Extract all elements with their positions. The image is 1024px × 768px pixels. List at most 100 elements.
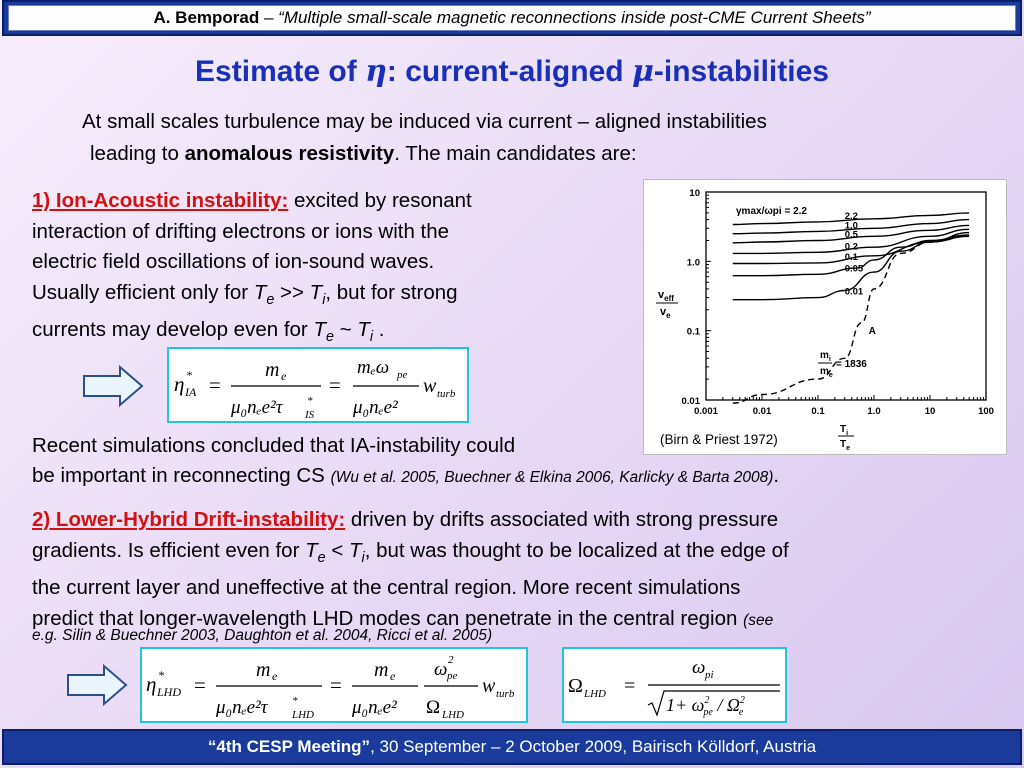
intro-line1: At small scales turbulence may be induce…	[82, 110, 767, 133]
eq1-w: w	[423, 375, 437, 397]
s2-line1-rest: driven by drifts associated with strong …	[345, 508, 779, 531]
s1-line1-rest: excited by resonant	[288, 189, 472, 212]
eq2-den3-sub: LHD	[441, 709, 464, 721]
eq2-eq-2: =	[330, 673, 342, 697]
curve-2.2	[732, 212, 970, 226]
curve-label: 0.1	[845, 252, 859, 263]
eq2-star: *	[158, 668, 164, 682]
y-tick-label: 10	[689, 188, 700, 199]
s1-i-sub-2: i	[369, 329, 374, 346]
s1-i-sub: i	[322, 291, 326, 308]
slide-title: Estimate of η: current-aligned μ-instabi…	[0, 54, 1024, 89]
xlabel-top: Ti	[840, 424, 848, 437]
eq1-num1: m	[265, 359, 279, 381]
eq3-num-sub: pi	[704, 669, 714, 681]
x-tick-label: 1.0	[867, 406, 880, 417]
eq2-eq: =	[194, 673, 206, 697]
recent-line2-text: be important in reconnecting CS	[32, 464, 331, 487]
eq2-lhs: η	[146, 672, 156, 696]
eq1-star: *	[186, 368, 192, 382]
eq2-num2: m	[374, 659, 388, 681]
eq3-sqrt	[647, 690, 780, 717]
legend-gamma: γmax/ωpi = 2.2	[736, 206, 807, 217]
curve-1.0	[732, 218, 970, 235]
title-mu: μ	[631, 54, 654, 89]
eq1-num1-sub: e	[281, 369, 287, 383]
eq3-eq: =	[624, 675, 635, 697]
y-ticks: 10 1.0 0.1 0.01	[682, 188, 711, 407]
s1-Te: T	[253, 280, 267, 304]
eq2-num3-sup: 2	[448, 654, 454, 666]
intro-line2-post: . The main candidates are:	[394, 142, 637, 165]
x-tick-label: 0.01	[753, 406, 772, 417]
s1-e-sub: e	[266, 291, 275, 308]
eq1-eq-2: =	[329, 373, 341, 397]
s1-period: .	[373, 318, 385, 342]
header-dash: –	[259, 8, 279, 27]
footer-meeting: “4th CESP Meeting”	[207, 737, 371, 756]
eq2-den3: Ω	[426, 697, 440, 718]
curve-0.05	[732, 234, 970, 277]
recent-refs: (Wu et al. 2005, Buechner & Elkina 2006,…	[330, 469, 774, 486]
s2-line4-text: predict that longer-wavelength LHD modes…	[32, 606, 744, 630]
s1-Te-2: T	[313, 318, 326, 342]
ylabel-top: veff	[658, 289, 674, 303]
x-tick-label: 100	[978, 406, 994, 417]
y-tick-label: 0.01	[682, 396, 701, 407]
eq2-star-2: *	[292, 695, 298, 707]
s2-line2: gradients. Is efficient even for Te < Ti…	[32, 536, 789, 574]
curve-label: 0.01	[845, 287, 864, 298]
ylabel-bot: ve	[660, 306, 671, 320]
footer-rest: , 30 September – 2 October 2009, Bairisc…	[370, 737, 817, 756]
intro-line2-pre: leading to	[90, 142, 185, 165]
equation-omega-lhd-svg: Ω LHD = ω pi 1+ ω2 pe / Ω2 e	[568, 657, 780, 718]
curve-0.5	[732, 224, 970, 244]
s1-heading: 1) Ion-Acoustic instability:	[32, 189, 289, 212]
eq2-den1-sub: LHD	[291, 709, 314, 721]
eq2-w: w	[482, 675, 496, 697]
curves: 2.21.00.50.20.10.05 0.01 A	[732, 211, 970, 404]
intro-paragraph: At small scales turbulence may be induce…	[82, 106, 767, 170]
footer-text: “4th CESP Meeting”, 30 September – 2 Oct…	[8, 734, 1016, 760]
eq1-num2: mₑω	[357, 357, 389, 378]
s2-heading: 2) Lower-Hybrid Drift-instability:	[32, 508, 346, 531]
title-eta: η	[365, 54, 387, 89]
section2-text: 2) Lower-Hybrid Drift-instability: drive…	[32, 505, 789, 636]
mass-ratio: = 1836	[836, 359, 867, 370]
eq1-den1-sub: IS	[304, 409, 315, 421]
eq2-w-sub: turb	[496, 688, 515, 700]
x-ticks: 0.001 0.01 0.1 1.0 10 100	[694, 395, 994, 417]
eq1-lhs-sub: IA	[184, 385, 197, 399]
equation-eta-ia-svg: η * IA = m e μ₀nₑe²τ * IS = mₑω pe μ₀nₑe…	[174, 357, 456, 421]
s2-line4: predict that longer-wavelength LHD modes…	[32, 604, 789, 637]
eq2-den1: μ₀nₑe²τ	[215, 697, 269, 718]
mass-den: me	[820, 366, 833, 379]
s1-e-sub-2: e	[325, 329, 334, 346]
curve-label: 1.0	[845, 220, 858, 231]
s1-line1: 1) Ion-Acoustic instability: excited by …	[32, 186, 472, 217]
s1-line5-pre: currents may develop even for	[32, 318, 314, 342]
s2-e-sub: e	[317, 549, 326, 566]
eq2-num3-sub: pe	[446, 670, 458, 682]
xlabel-bot: Te	[840, 439, 850, 452]
s1-line2: interaction of drifting electrons or ion…	[32, 219, 450, 243]
x-tick-label: 10	[925, 406, 936, 417]
header-title: “Multiple small-scale magnetic reconnect…	[278, 8, 871, 27]
s1-line5: currents may develop even for Te ~ Ti .	[32, 315, 472, 353]
chart-svg: 101.00.10.01 0.001 0.01 0.1 1.0 10 100 2.21.0…	[656, 188, 994, 452]
eq1-den2: μ₀nₑe²	[352, 397, 398, 418]
title-part1: Estimate of	[195, 55, 366, 88]
s2-Te: T	[305, 538, 318, 562]
s2-line1: 2) Lower-Hybrid Drift-instability: drive…	[32, 505, 789, 536]
s1-line4: Usually efficient only for Te >> Ti, but…	[32, 278, 472, 316]
eq1-den1: μ₀nₑe²τ	[230, 397, 284, 418]
figure-caption: (Birn & Priest 1972)	[660, 432, 778, 447]
equation-eta-ia: η * IA = m e μ₀nₑe²τ * IS = mₑω pe μ₀nₑe…	[167, 347, 469, 423]
header-bar: A. Bemporad – “Multiple small-scale magn…	[2, 0, 1022, 36]
section1-text: 1) Ion-Acoustic instability: excited by …	[32, 186, 472, 353]
x-tick-label: 0.1	[811, 406, 825, 417]
curve-label: 2.2	[845, 211, 858, 222]
footer-bar: “4th CESP Meeting”, 30 September – 2 Oct…	[2, 729, 1022, 765]
equation-eta-lhd-svg: η * LHD = m e μ₀nₑe²τ * LHD = m e μ₀nₑe²…	[146, 654, 515, 721]
s1-gtgt: >>	[274, 280, 310, 304]
